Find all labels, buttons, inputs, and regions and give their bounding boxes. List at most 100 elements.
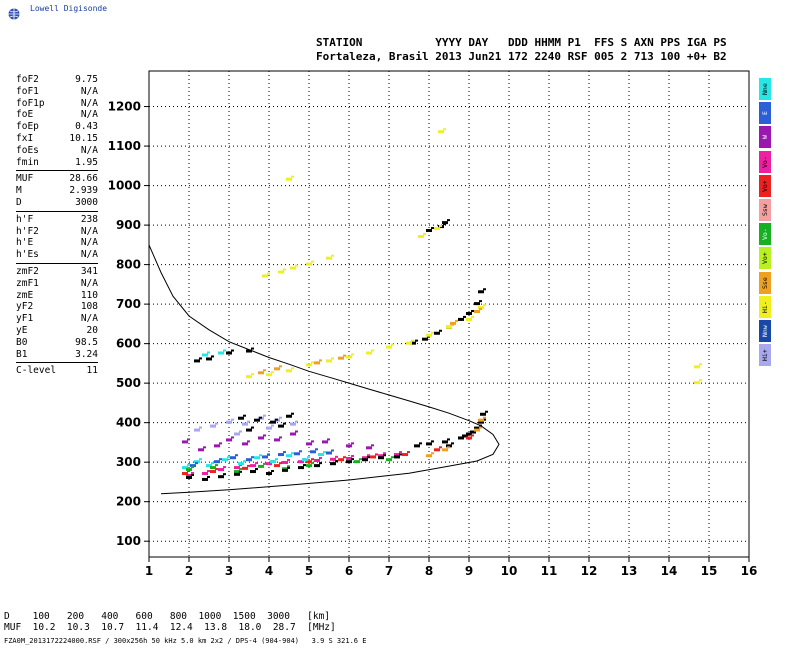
echo-point <box>354 460 360 464</box>
param-row: D 3000 <box>16 197 98 209</box>
param-label: D <box>16 196 22 208</box>
echo-point <box>310 450 316 454</box>
param-value: N/A <box>80 237 98 249</box>
param-label: yF1 <box>16 313 34 325</box>
echo-point <box>194 428 200 432</box>
echo-point <box>426 454 432 458</box>
echo-point <box>423 232 426 235</box>
echo-point <box>411 339 414 342</box>
echo-point <box>286 414 292 418</box>
param-row: yF2 108 <box>16 301 98 313</box>
echo-point <box>254 456 260 460</box>
echo-point <box>302 458 308 462</box>
echo-point <box>206 357 212 361</box>
echo-point <box>194 359 200 363</box>
param-value: 20 <box>86 324 98 336</box>
y-tick-label: 100 <box>116 534 141 548</box>
echo-point <box>471 315 474 318</box>
echo-point <box>239 468 242 471</box>
echo-point <box>210 424 216 428</box>
legend-swatch: Hi- <box>759 295 771 318</box>
echo-point <box>343 456 346 459</box>
echo-point <box>263 369 266 372</box>
echo-point <box>274 438 280 442</box>
echo-point <box>286 177 292 181</box>
echo-point <box>247 420 250 423</box>
echo-point <box>306 464 312 468</box>
param-separator <box>16 262 98 264</box>
echo-point <box>226 438 232 442</box>
x-tick-label: 15 <box>701 564 718 578</box>
echo-point <box>246 428 252 432</box>
legend-label: E <box>761 111 769 116</box>
station-header: STATION YYYY DAY DDD HHMM P1 FFS S AXN P… <box>316 36 727 64</box>
echo-point <box>474 310 480 314</box>
y-tick-label: 700 <box>116 297 141 311</box>
param-row: foE N/A <box>16 109 98 121</box>
scaled-parameters-panel: foF2 9.75 foF1 N/A foF1p N/A foE N/A foEp 0.43 fxI… <box>16 74 98 377</box>
echo-point <box>431 331 434 334</box>
param-value: 341 <box>80 265 98 277</box>
echo-point <box>279 436 282 439</box>
echo-point <box>311 440 314 443</box>
echo-point <box>331 449 334 452</box>
param-row: yE 20 <box>16 325 98 337</box>
param-value: 3.24 <box>75 348 98 360</box>
echo-point <box>199 357 202 360</box>
echo-point <box>485 410 488 413</box>
echo-point <box>291 367 294 370</box>
legend-label: W <box>761 135 769 140</box>
echo-point <box>447 438 450 441</box>
echo-point <box>458 436 464 440</box>
x-tick-label: 13 <box>621 564 638 578</box>
echo-point <box>335 455 338 458</box>
echo-point <box>279 416 282 419</box>
param-value: 108 <box>80 301 98 313</box>
echo-point <box>351 458 354 461</box>
echo-point <box>439 329 442 332</box>
density-profile-curve <box>148 244 500 495</box>
param-row: zmE 110 <box>16 290 98 302</box>
echo-point <box>266 426 272 430</box>
echo-point <box>191 466 194 469</box>
echo-point <box>294 452 300 456</box>
param-label: MUF <box>16 173 34 185</box>
echo-point <box>306 262 312 266</box>
echo-point <box>699 363 702 366</box>
echo-point <box>283 422 286 425</box>
echo-point <box>418 234 424 238</box>
echo-point <box>311 458 314 461</box>
echo-point <box>246 375 252 379</box>
echo-point <box>298 466 304 470</box>
echo-point <box>307 456 310 459</box>
echo-point <box>474 302 480 306</box>
echo-point <box>474 428 480 432</box>
echo-point <box>243 460 246 463</box>
echo-point <box>375 453 378 456</box>
echo-point <box>483 418 486 421</box>
echo-point <box>399 451 402 454</box>
echo-point <box>394 455 400 459</box>
param-row: foEs N/A <box>16 145 98 157</box>
echo-point <box>426 442 432 446</box>
x-tick-label: 1 <box>145 564 153 578</box>
y-tick-label: 900 <box>116 218 141 232</box>
echo-point <box>271 470 274 473</box>
echo-point <box>478 306 484 310</box>
echo-point <box>451 442 454 445</box>
param-row: C-level 11 <box>16 365 98 377</box>
globe-icon <box>8 8 20 20</box>
echo-point <box>291 452 294 455</box>
echo-point <box>378 456 384 460</box>
echo-point <box>262 274 268 278</box>
param-value: N/A <box>80 85 98 97</box>
echo-point <box>694 365 700 369</box>
legend-swatch: Vo- <box>759 223 771 246</box>
echo-point <box>270 460 276 464</box>
plot-frame <box>148 70 750 558</box>
echo-point <box>415 339 418 342</box>
param-value: 98.5 <box>75 336 98 348</box>
echo-point <box>434 331 440 335</box>
y-tick-label: 800 <box>116 258 141 272</box>
